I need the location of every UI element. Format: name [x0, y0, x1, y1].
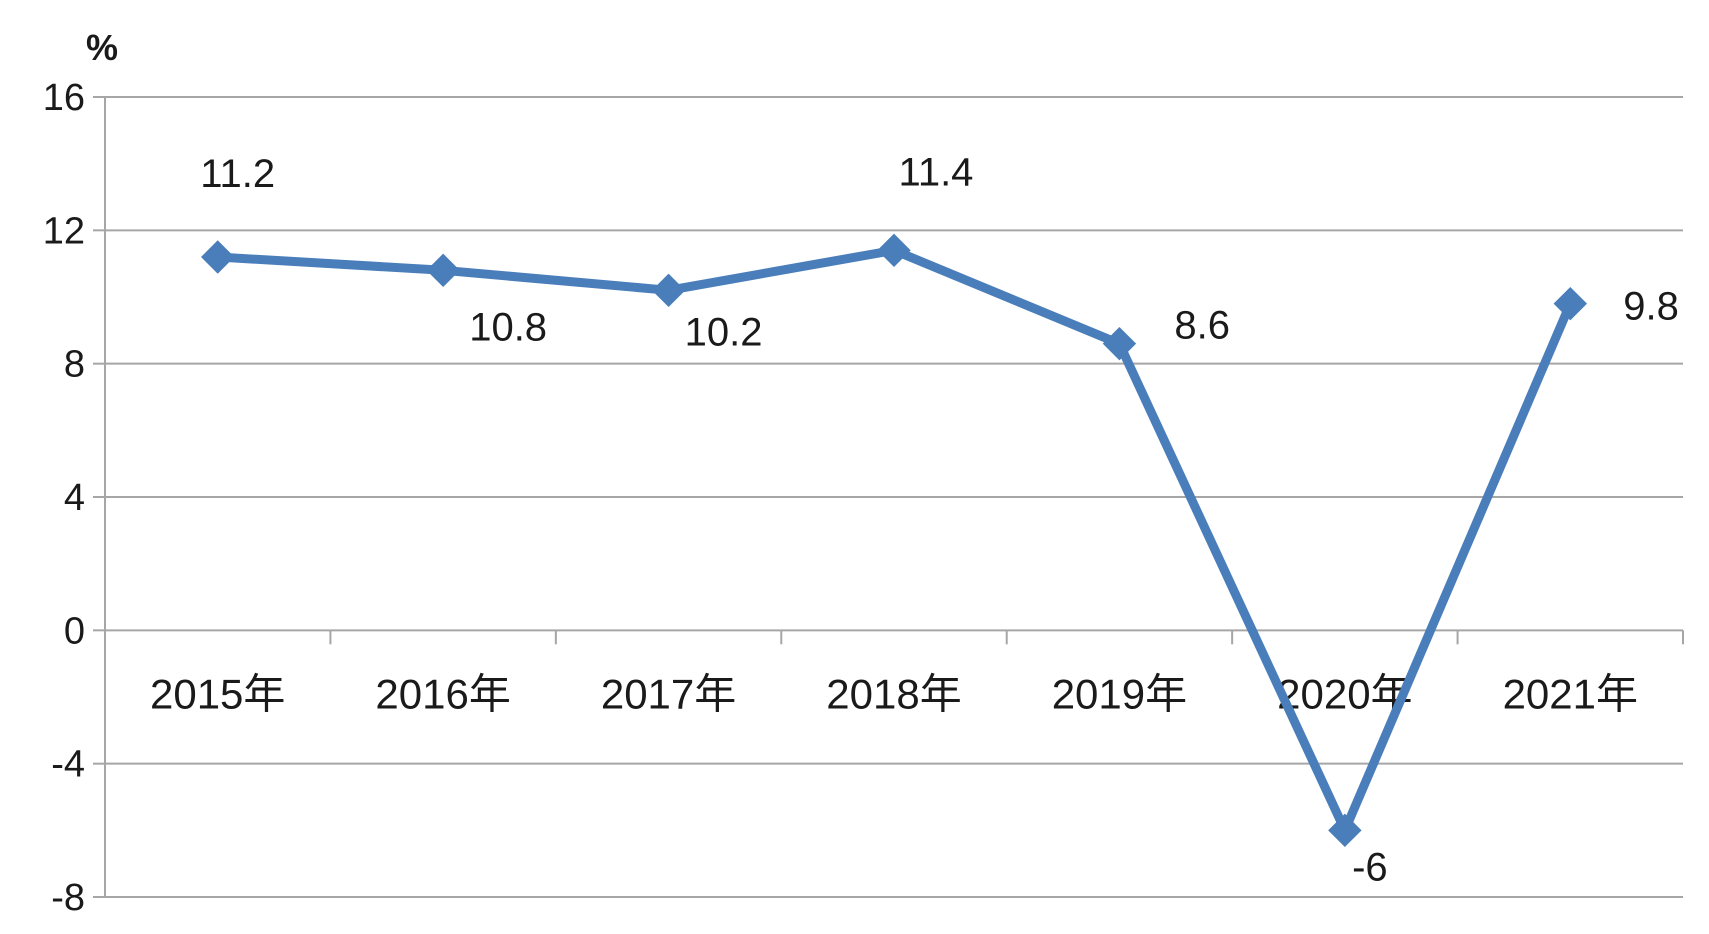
data-label: 11.2	[200, 152, 275, 196]
data-label: 8.6	[1174, 304, 1230, 348]
x-tick-label: 2015年	[150, 670, 285, 717]
x-tick-labels: 2015年 2016年 2017年 2018年 2019年 2020年 2021年	[150, 670, 1638, 717]
x-tick-label: 2017年	[601, 670, 736, 717]
y-tick-label: -4	[51, 744, 85, 786]
data-point-marker	[426, 253, 460, 288]
y-tick-label: 4	[64, 477, 85, 519]
x-tick-label: 2018年	[826, 670, 961, 717]
y-tick-label: 16	[43, 77, 85, 119]
data-label: -6	[1352, 845, 1388, 889]
data-point-marker	[651, 273, 686, 308]
data-labels: 11.2 10.8 10.2 11.4 8.6 -6 9.8	[200, 150, 1679, 889]
y-tick-label: -8	[51, 877, 85, 919]
data-point-marker	[201, 240, 235, 274]
x-tick-label: 2019年	[1052, 670, 1187, 717]
series-line	[213, 245, 1575, 835]
data-label: 9.8	[1623, 285, 1679, 329]
y-tick-label: 12	[43, 210, 85, 252]
data-point-marker	[1553, 286, 1587, 321]
axes	[93, 96, 1684, 898]
series-line-path	[213, 245, 1575, 835]
y-tick-label: 0	[64, 610, 85, 652]
x-tick-label: 2021年	[1503, 670, 1638, 717]
y-unit-label: %	[86, 27, 118, 68]
y-tick-label: 8	[64, 344, 85, 386]
data-label: 10.8	[469, 305, 547, 349]
data-point-marker	[877, 233, 911, 268]
x-tick-label: 2016年	[375, 670, 510, 717]
data-point-marker	[1328, 813, 1362, 848]
series-markers	[201, 233, 1587, 848]
data-label: 11.4	[899, 150, 974, 194]
y-tick-labels: -8 -4 0 4 8 12 16	[43, 77, 85, 919]
data-point-marker	[1102, 326, 1137, 361]
x-tick-label: 2020年	[1277, 670, 1412, 717]
data-label: 10.2	[685, 310, 763, 354]
gridlines	[105, 96, 1683, 898]
